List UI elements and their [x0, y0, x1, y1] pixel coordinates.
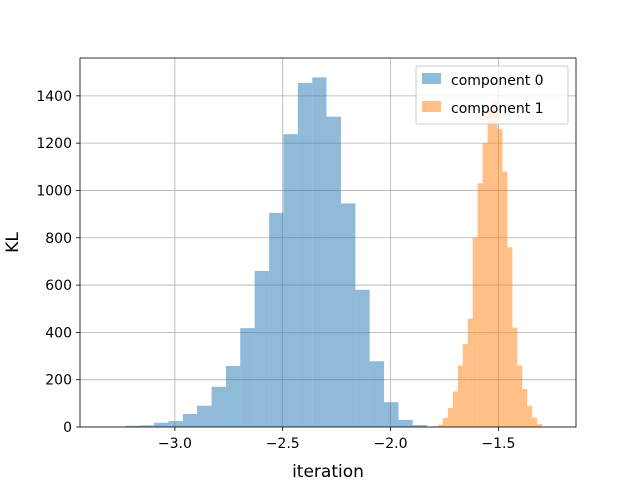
histogram-bar-component-1	[447, 408, 453, 427]
histogram-bar-component-1	[492, 100, 498, 428]
x-axis-title: iteration	[292, 462, 364, 480]
legend-swatch-component-1	[422, 101, 441, 112]
histogram-bar-component-0	[297, 82, 313, 427]
x-tick-label: −2.5	[266, 436, 300, 452]
histogram-bar-component-0	[139, 425, 154, 427]
histogram-bar-component-0	[225, 365, 241, 427]
histogram-bar-component-1	[532, 417, 538, 427]
histogram-bar-component-1	[522, 389, 528, 427]
legend-box	[415, 65, 569, 125]
histogram-bar-component-1	[527, 405, 533, 427]
histogram-bar-component-0	[384, 402, 399, 427]
histogram-bar-component-1	[537, 424, 543, 427]
y-tick-label: 0	[63, 420, 72, 436]
axis-ticks: −3.0 −2.5 −2.0 −1.5 0 200 400 600 800 1000 1200 140…	[36, 89, 515, 452]
plot-area-frame	[79, 57, 577, 428]
histogram-bar-component-0	[369, 361, 385, 427]
histogram-bar-component-0	[211, 386, 226, 427]
histogram-bar-component-1	[462, 344, 468, 427]
histogram-bar-component-1	[487, 110, 493, 428]
histogram-bar-component-1	[502, 171, 508, 427]
histogram-bar-component-0	[312, 77, 327, 428]
histogram-bar-component-1	[517, 365, 523, 427]
histogram-bar-component-0	[153, 422, 169, 427]
histogram-bar-component-0	[398, 419, 413, 427]
histogram-bar-component-1	[472, 237, 478, 427]
histogram-bars	[125, 77, 543, 428]
y-tick-label: 600	[45, 278, 72, 294]
x-tick-label: −3.0	[158, 436, 192, 452]
histogram-bar-component-0	[326, 116, 341, 428]
histogram-bar-component-1	[507, 247, 513, 427]
histogram-bar-component-1	[497, 128, 503, 427]
histogram-bar-component-1	[437, 424, 443, 427]
legend-swatch-component-0	[422, 73, 441, 84]
legend-label-component-1: component 1	[451, 101, 544, 117]
histogram-bar-component-1	[457, 365, 463, 427]
histogram-bar-component-0	[125, 425, 140, 427]
histogram-bar-component-1	[467, 318, 473, 427]
y-tick-label: 1400	[36, 89, 72, 105]
x-tick-label: −2.0	[374, 436, 408, 452]
y-tick-label: 1200	[36, 136, 72, 152]
histogram-bar-component-1	[477, 183, 483, 427]
y-tick-label: 400	[45, 325, 72, 341]
histogram-bar-component-0	[340, 203, 356, 427]
histogram-bar-component-1	[482, 143, 488, 427]
histogram-bar-component-0	[269, 212, 284, 427]
histogram-bar-component-0	[355, 289, 370, 427]
histogram-bar-component-0	[182, 413, 198, 427]
histogram-bar-component-1	[442, 418, 448, 427]
histogram-bar-component-1	[452, 391, 458, 427]
legend: component 0 component 1	[415, 65, 569, 125]
y-tick-label: 1000	[36, 183, 72, 199]
y-tick-label: 800	[45, 231, 72, 247]
histogram-bar-component-1	[512, 327, 518, 427]
histogram-bar-component-0	[197, 405, 212, 427]
histogram-bar-component-0	[412, 425, 428, 427]
y-axis-title: KL	[3, 232, 23, 253]
y-tick-label: 200	[45, 373, 72, 389]
histogram-bar-component-0	[283, 134, 298, 427]
histogram-bar-component-0	[240, 328, 255, 427]
histogram-bar-component-0	[168, 421, 183, 427]
x-tick-label: −1.5	[481, 436, 515, 452]
legend-label-component-0: component 0	[451, 73, 544, 89]
histogram-bar-component-0	[254, 270, 270, 427]
